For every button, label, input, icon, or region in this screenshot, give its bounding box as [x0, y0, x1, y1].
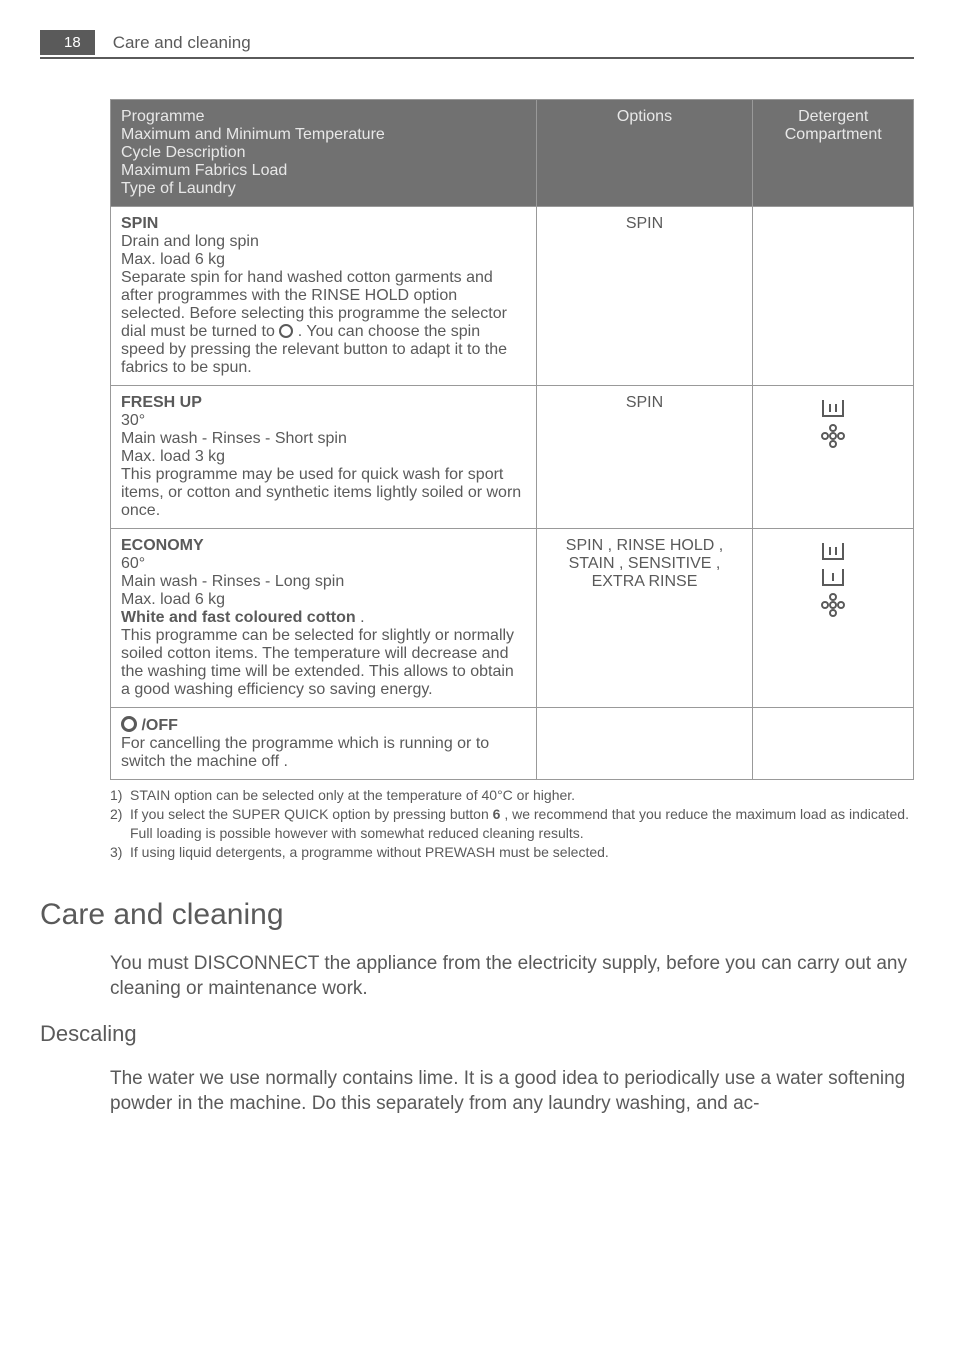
main-wash-icon [821, 398, 845, 418]
softener-icon [821, 424, 845, 448]
page-number: 18 [40, 30, 95, 55]
options-cell [536, 708, 753, 780]
programme-cell: SPIN Drain and long spin Max. load 6 kg … [111, 207, 537, 386]
programme-table: Programme Maximum and Minimum Temperatur… [110, 99, 914, 780]
programme-cell: ECONOMY 60° Main wash - Rinses - Long sp… [111, 529, 537, 708]
detergent-cell [753, 386, 914, 529]
detergent-cell [753, 207, 914, 386]
programme-title: ECONOMY [121, 537, 204, 554]
footnote: 1) STAIN option can be selected only at … [110, 786, 914, 805]
programme-cell: FRESH UP 30° Main wash - Rinses - Short … [111, 386, 537, 529]
section-intro: You must DISCONNECT the appliance from t… [110, 951, 914, 1002]
programme-title: /OFF [137, 717, 178, 734]
detergent-cell [753, 529, 914, 708]
footnote-text: If you select the SUPER QUICK option by … [130, 805, 914, 843]
softener-icon [821, 593, 845, 617]
dial-off-icon [279, 324, 293, 338]
programme-title: FRESH UP [121, 394, 202, 411]
content-area: Programme Maximum and Minimum Temperatur… [40, 99, 914, 1117]
programme-fabric: White and fast coloured cotton [121, 609, 356, 626]
table-row: /OFF For cancelling the programme which … [111, 708, 914, 780]
table-row: FRESH UP 30° Main wash - Rinses - Short … [111, 386, 914, 529]
page: 18 Care and cleaning Programme Maximum a… [0, 0, 954, 1156]
prewash-icon [821, 567, 845, 587]
options-cell: SPIN , RINSE HOLD , STAIN , SENSITIVE , … [536, 529, 753, 708]
table-row: SPIN Drain and long spin Max. load 6 kg … [111, 207, 914, 386]
table-header-detergent: Detergent Compartment [753, 100, 914, 207]
subsection-body: The water we use normally contains lime.… [110, 1066, 914, 1117]
button-ref: 6 [493, 806, 501, 822]
table-header-programme: Programme Maximum and Minimum Temperatur… [111, 100, 537, 207]
footnote: 2) If you select the SUPER QUICK option … [110, 805, 914, 843]
detergent-cell [753, 708, 914, 780]
header-title: Care and cleaning [113, 33, 251, 53]
running-header: 18 Care and cleaning [40, 30, 914, 59]
subsection-heading: Descaling [40, 1021, 914, 1047]
options-cell: SPIN [536, 386, 753, 529]
section-heading: Care and cleaning [40, 898, 914, 932]
footnote: 3) If using liquid detergents, a program… [110, 843, 914, 862]
dial-off-icon [121, 716, 137, 732]
programme-cell: /OFF For cancelling the programme which … [111, 708, 537, 780]
table-header-options: Options [536, 100, 753, 207]
footnotes: 1) STAIN option can be selected only at … [110, 786, 914, 862]
table-row: ECONOMY 60° Main wash - Rinses - Long sp… [111, 529, 914, 708]
options-cell: SPIN [536, 207, 753, 386]
programme-title: SPIN [121, 215, 158, 232]
main-wash-icon [821, 541, 845, 561]
